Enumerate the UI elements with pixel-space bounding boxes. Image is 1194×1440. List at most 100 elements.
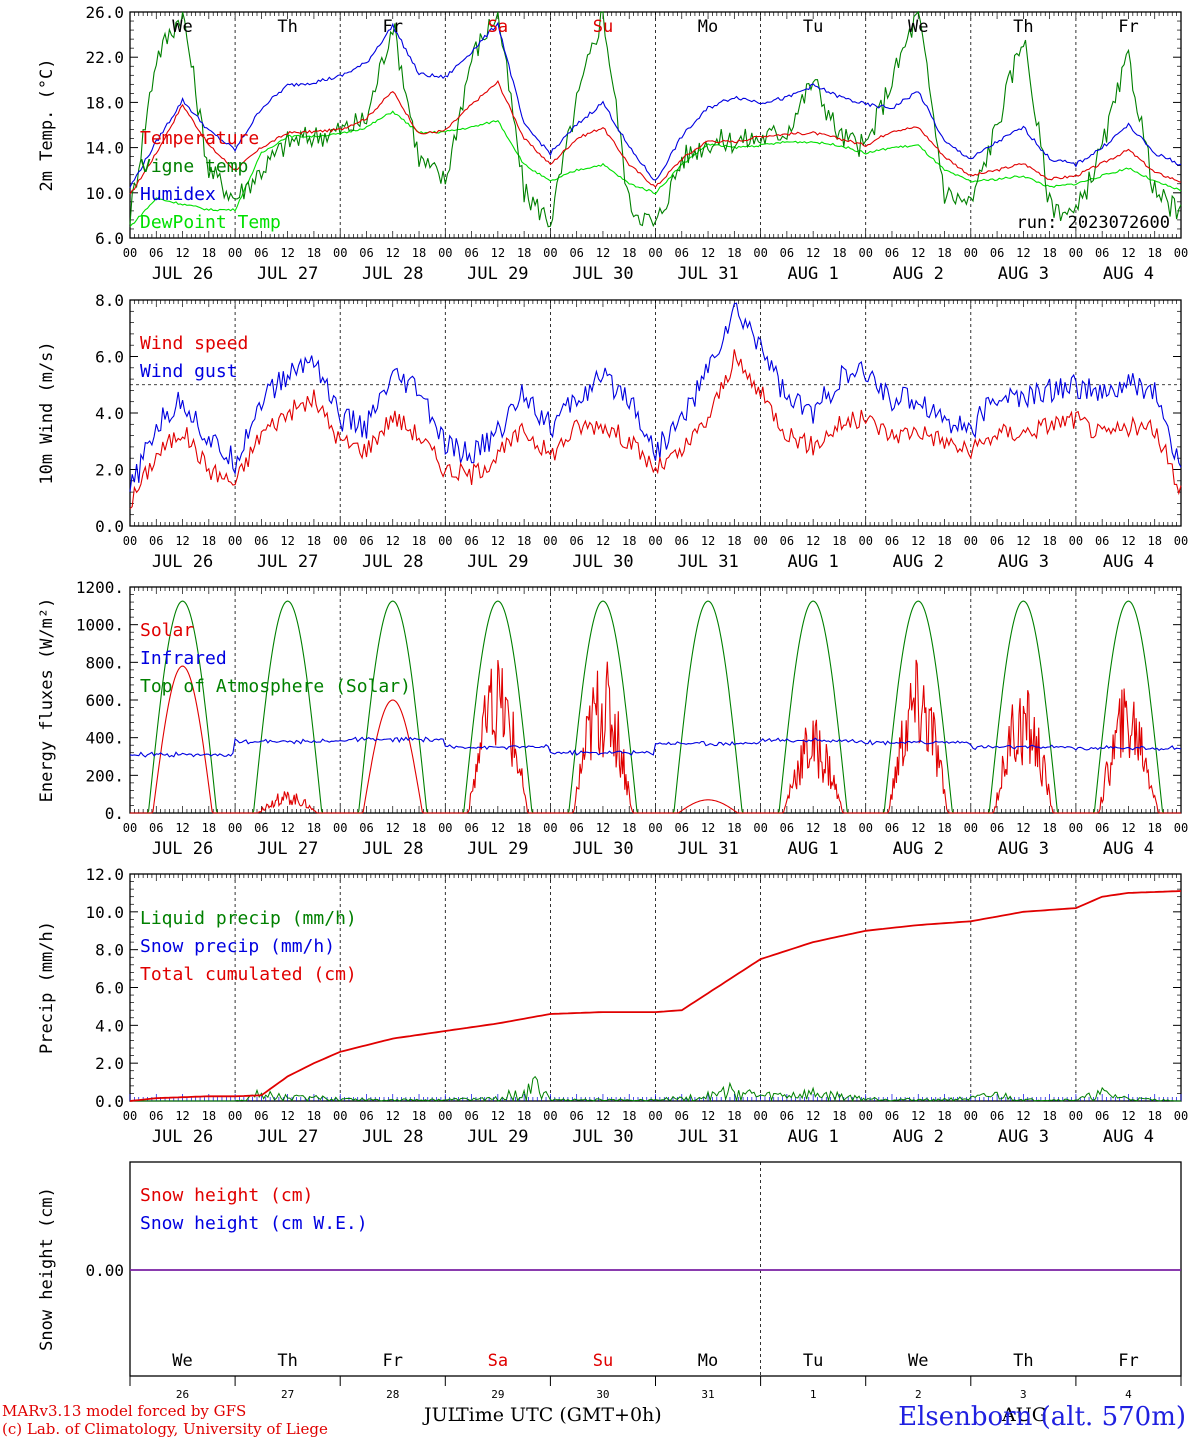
y-tick-label: 4.0 xyxy=(95,404,124,423)
series-line-0 xyxy=(130,1075,1181,1103)
hour-tick-label: 12 xyxy=(386,1109,400,1123)
y-tick-label: 600. xyxy=(85,691,124,710)
legend-entry: Top of Atmosphere (Solar) xyxy=(140,676,411,697)
wind-panel: 00 06 12 18 JUL 26 00 06 12 18 JUL 27 00 06 12 18 JUL … xyxy=(37,291,1188,572)
y-tick-label: 22.0 xyxy=(85,48,124,67)
hour-tick-label: 12 xyxy=(806,821,820,835)
hour-tick-label: 06 xyxy=(675,1109,689,1123)
weekday-label: Tu xyxy=(803,17,823,37)
y-tick-label: 0. xyxy=(105,804,124,823)
hour-tick-label: 06 xyxy=(780,1109,794,1123)
legend-entry: Snow precip (mm/h) xyxy=(140,936,335,957)
hour-tick-label: 18 xyxy=(832,821,846,835)
date-tick-label: JUL 28 xyxy=(362,264,423,284)
hour-tick-label: 12 xyxy=(491,246,505,260)
date-tick-label: AUG 1 xyxy=(788,552,839,572)
y-tick-label: 0.00 xyxy=(85,1261,124,1280)
hour-tick-label: 12 xyxy=(596,821,610,835)
temperature-panel: 00 06 12 18 JUL 26 00 06 12 18 JUL 27 00 06 12 18 JUL … xyxy=(37,3,1188,284)
date-tick-label: JUL 29 xyxy=(467,552,528,572)
weekday-label: Th xyxy=(1013,17,1033,37)
hour-tick-label: 06 xyxy=(780,821,794,835)
hour-tick-label: 06 xyxy=(254,1109,268,1123)
hour-tick-label: 00 xyxy=(858,534,872,548)
hour-tick-label: 00 xyxy=(648,246,662,260)
series-line-0 xyxy=(130,659,1181,814)
hour-tick-label: 00 xyxy=(438,534,452,548)
weekday-label: We xyxy=(172,1351,192,1371)
hour-tick-label: 12 xyxy=(1121,1109,1135,1123)
y-tick-label: 0.0 xyxy=(95,1092,124,1111)
date-tick-label: JUL 29 xyxy=(467,264,528,284)
legend-entry: Snow height (cm) xyxy=(140,1185,313,1206)
hour-tick-label: 18 xyxy=(622,246,636,260)
hour-tick-label: 18 xyxy=(937,246,951,260)
hour-tick-label: 06 xyxy=(254,246,268,260)
hour-tick-label: 12 xyxy=(596,246,610,260)
series-line-1 xyxy=(129,302,1182,492)
hour-tick-label: 00 xyxy=(964,821,978,835)
hour-tick-label: 06 xyxy=(990,821,1004,835)
hour-tick-label: 18 xyxy=(1147,246,1161,260)
hour-tick-label: 00 xyxy=(438,821,452,835)
hour-tick-label: 00 xyxy=(1069,821,1083,835)
hour-tick-label: 00 xyxy=(333,246,347,260)
legend-entry: DewPoint Temp xyxy=(140,212,281,233)
y-tick-label: 6.0 xyxy=(95,348,124,367)
hour-tick-label: 06 xyxy=(990,246,1004,260)
month-label-jul: JUL xyxy=(424,1404,461,1426)
series-line-2 xyxy=(129,21,1182,188)
hour-tick-label: 12 xyxy=(911,534,925,548)
date-tick-label: JUL 29 xyxy=(467,839,528,859)
y-tick-label: 26.0 xyxy=(85,3,124,22)
date-tick-label: JUL 27 xyxy=(257,839,318,859)
hour-tick-label: 06 xyxy=(990,1109,1004,1123)
hour-tick-label: 18 xyxy=(727,821,741,835)
date-tick-label: JUL 30 xyxy=(572,264,633,284)
y-tick-label: 6.0 xyxy=(95,979,124,998)
date-tick-label: JUL 30 xyxy=(572,839,633,859)
hour-tick-label: 06 xyxy=(1095,534,1109,548)
hour-tick-label: 18 xyxy=(202,246,216,260)
hour-tick-label: 18 xyxy=(937,1109,951,1123)
series-line-3 xyxy=(129,110,1182,227)
hour-tick-label: 06 xyxy=(885,534,899,548)
date-tick-label: AUG 2 xyxy=(893,839,944,859)
day-number-label: 28 xyxy=(386,1388,399,1401)
hour-tick-label: 18 xyxy=(412,246,426,260)
hour-tick-label: 18 xyxy=(1042,534,1056,548)
hour-tick-label: 12 xyxy=(1016,534,1030,548)
hour-tick-label: 06 xyxy=(149,534,163,548)
hour-tick-label: 00 xyxy=(228,246,242,260)
y-tick-label: 12.0 xyxy=(85,865,124,884)
hour-tick-label: 18 xyxy=(1042,821,1056,835)
weekday-label: Th xyxy=(277,17,297,37)
weekday-label: Fr xyxy=(383,17,403,37)
hour-tick-label: 12 xyxy=(701,1109,715,1123)
hour-tick-label: 06 xyxy=(885,1109,899,1123)
hour-tick-label: 00 xyxy=(543,246,557,260)
hour-tick-label: 00 xyxy=(753,246,767,260)
date-tick-label: JUL 31 xyxy=(677,552,738,572)
hour-tick-label: 00 xyxy=(123,821,137,835)
snow-height-panel: 0.00 Snow height (cm) Snow height (cm) Snow… xyxy=(37,1161,1182,1401)
hour-tick-label: 06 xyxy=(149,1109,163,1123)
weekday-label: Su xyxy=(593,1351,613,1371)
weekday-label: Th xyxy=(277,1351,297,1371)
hour-tick-label: 00 xyxy=(1069,246,1083,260)
date-tick-label: JUL 26 xyxy=(152,839,213,859)
date-tick-label: AUG 4 xyxy=(1103,1127,1154,1147)
y-tick-label: 1200. xyxy=(76,578,124,597)
hour-tick-label: 18 xyxy=(307,246,321,260)
hour-tick-label: 18 xyxy=(517,1109,531,1123)
date-tick-label: JUL 28 xyxy=(362,1127,423,1147)
hour-tick-label: 12 xyxy=(175,1109,189,1123)
weekday-label: Mo xyxy=(698,17,718,37)
hour-tick-label: 12 xyxy=(280,1109,294,1123)
y-tick-label: 8.0 xyxy=(95,941,124,960)
hour-tick-label: 18 xyxy=(1042,1109,1056,1123)
y-tick-label: 10.0 xyxy=(85,903,124,922)
hour-tick-label: 00 xyxy=(648,821,662,835)
y-tick-label: 200. xyxy=(85,766,124,785)
hour-tick-label: 00 xyxy=(543,1109,557,1123)
